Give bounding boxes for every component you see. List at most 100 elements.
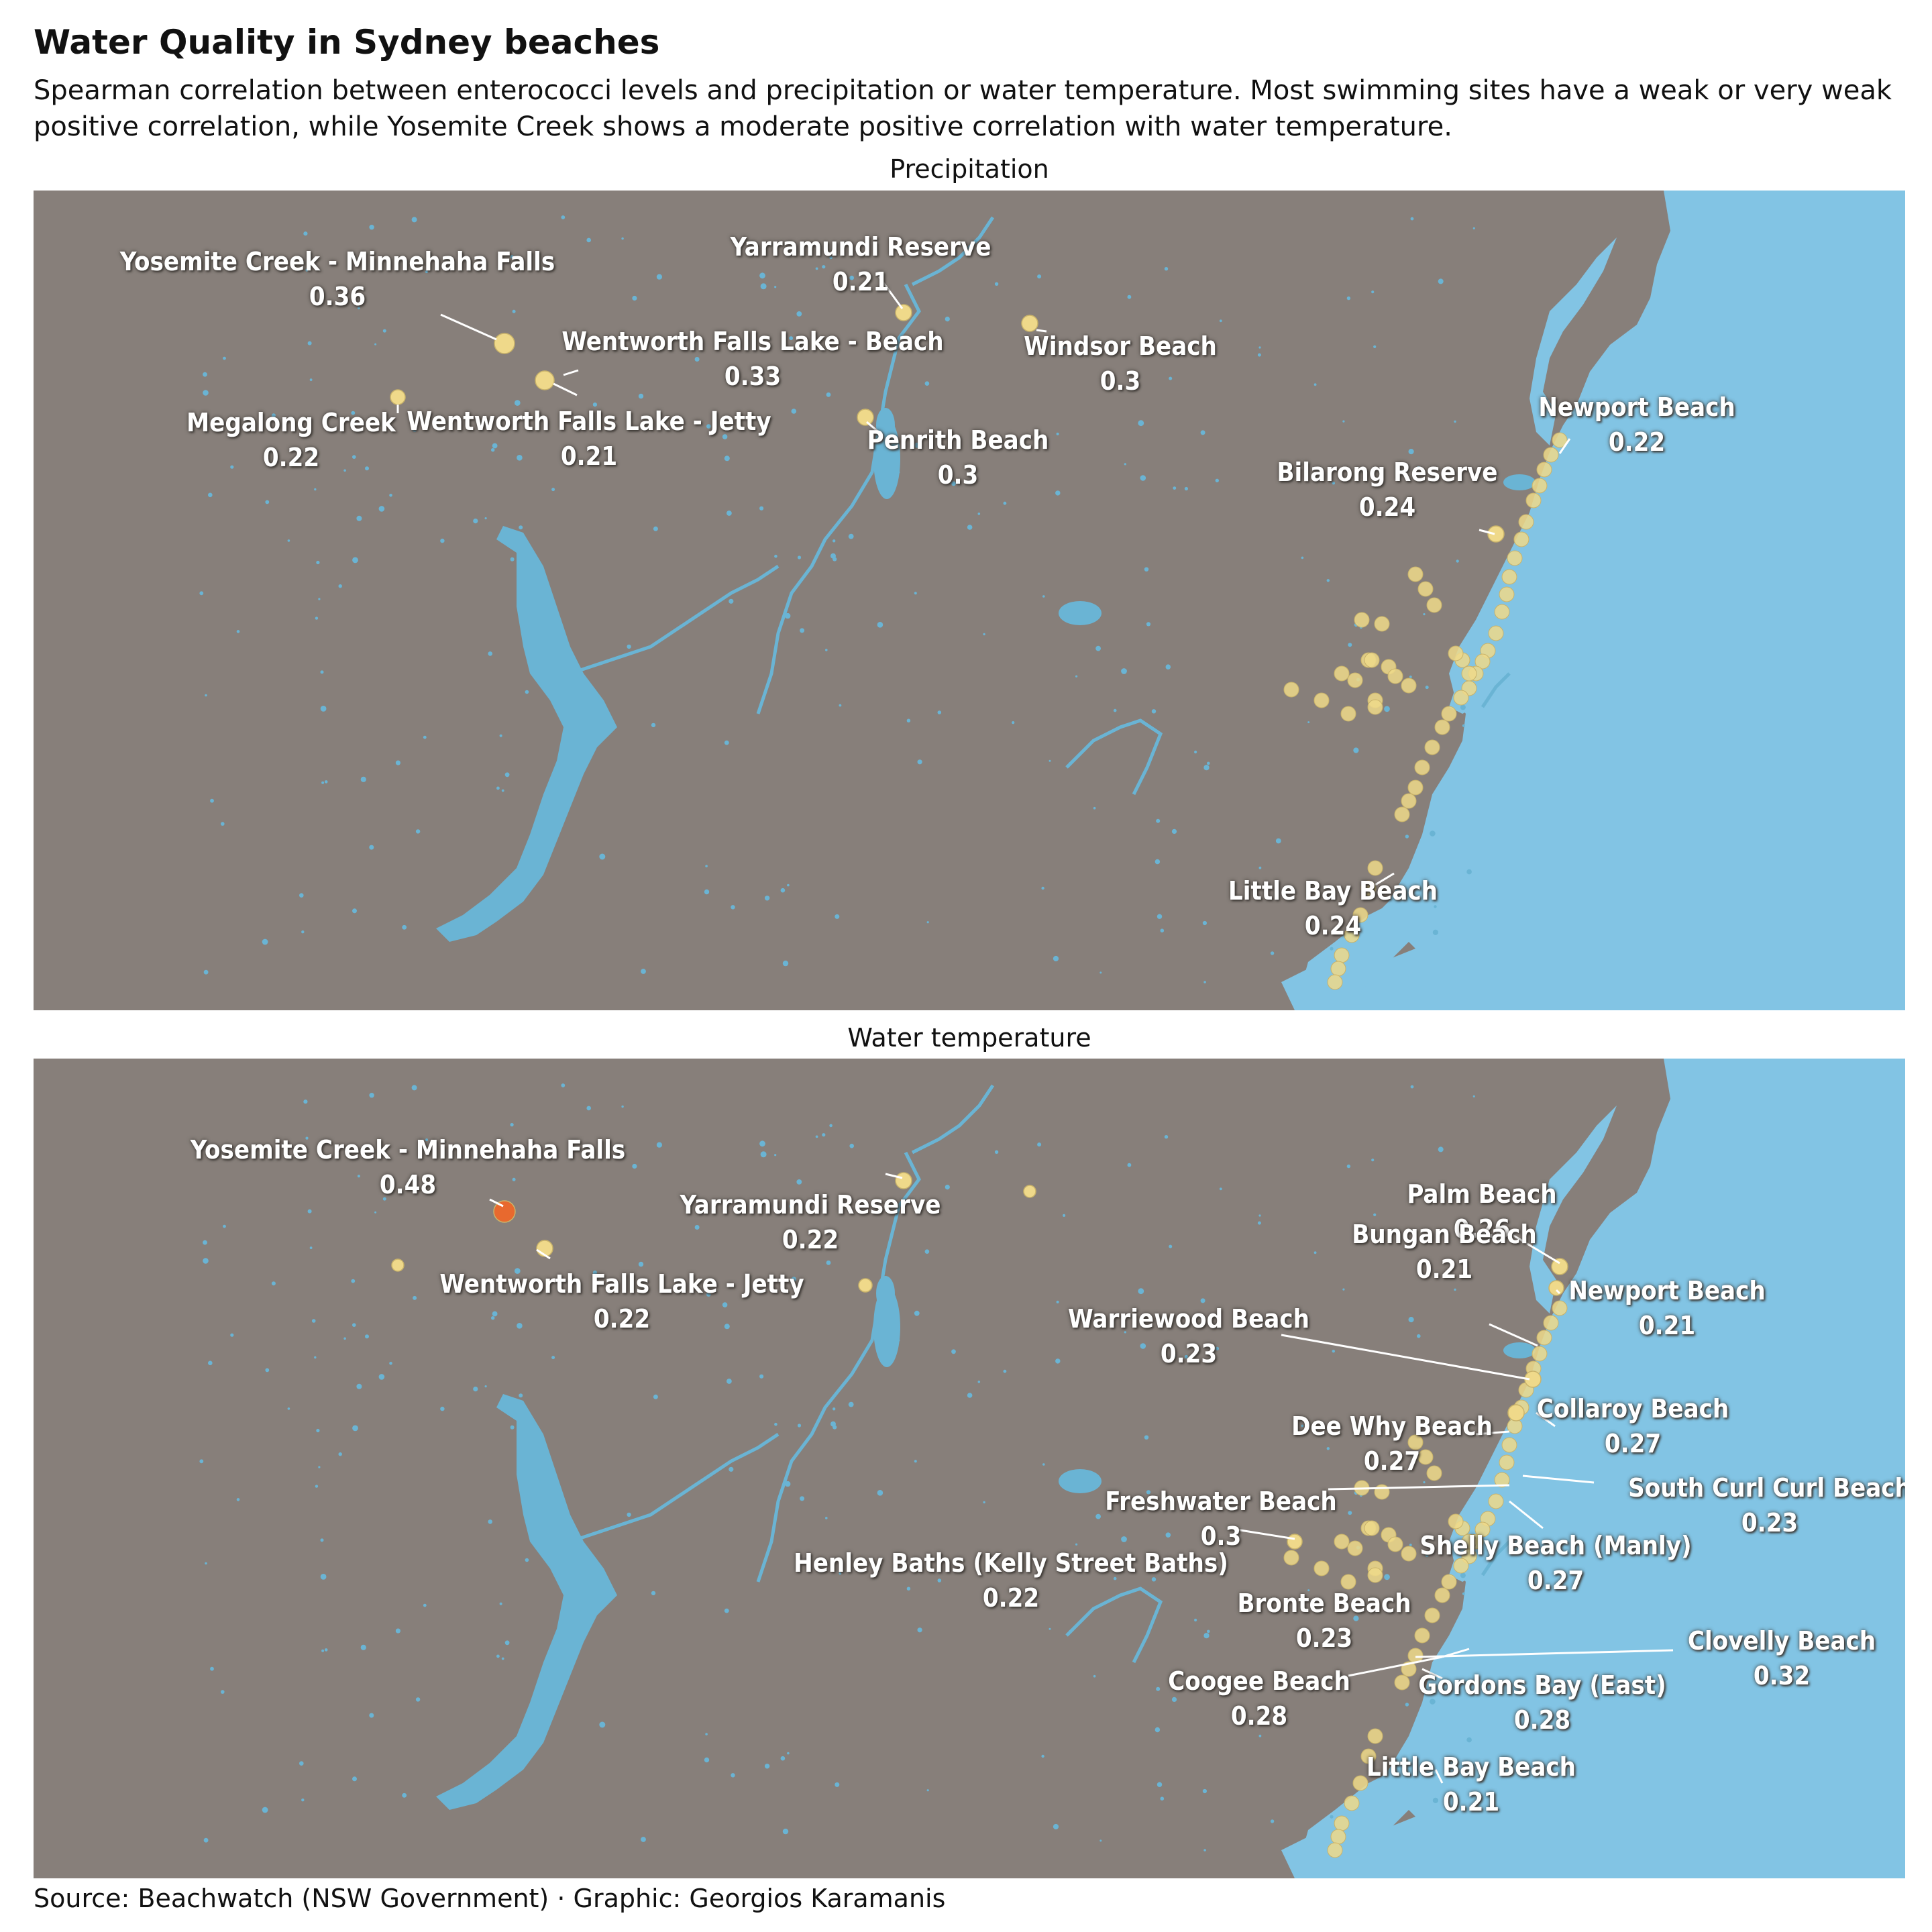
monitoring-site [1552,1300,1568,1316]
pond [1219,319,1222,323]
site-label-name: Clovelly Beach [1687,1626,1876,1656]
pond [402,924,407,930]
site-label-name: Henley Baths (Kelly Street Baths) [794,1548,1228,1578]
river-3 [1065,718,1163,796]
pond [722,1302,728,1307]
botany-bay [1295,902,1415,1010]
pond [873,459,875,462]
pond [374,1211,377,1214]
pond [425,270,428,274]
site-label-value: 0.21 [560,441,618,471]
pond [1155,1727,1161,1733]
site-label: Yosemite Creek - Minnehaha Falls 0.36 [120,244,555,314]
map-base-precipitation [34,191,1905,1010]
site-label-value: 0.28 [1513,1705,1571,1735]
yarramundi-reserve-site [895,1172,912,1189]
pond [1203,765,1210,771]
pond [1144,1435,1149,1440]
pond [1049,759,1051,762]
pond [1346,296,1351,301]
monitoring-site [1367,1728,1383,1744]
pond [759,1140,765,1147]
pond [1330,947,1334,951]
pond [551,1356,555,1360]
windsor-beach-site [1023,1185,1036,1198]
pond [1165,664,1171,669]
site-label-value: 0.22 [262,443,320,472]
bilarong-reserve-site [1487,525,1505,543]
pond [780,888,786,893]
pond [724,455,730,462]
pond [727,511,732,516]
monitoring-site [1414,759,1430,775]
pond [316,560,320,565]
botany-bay [1295,1770,1415,1878]
monitoring-site [1330,961,1346,977]
monitoring-site [1453,690,1469,706]
map-base-water-temperature [34,1059,1905,1878]
ocean-area [1281,191,1905,1010]
pond [825,649,828,651]
pond [369,1713,374,1718]
panel-title-water-temperature: Water temperature [847,1023,1091,1053]
site-label-name: Penrith Beach [867,425,1049,455]
pond [1313,383,1317,386]
monitoring-site [1532,1346,1548,1362]
pond [1270,1819,1275,1823]
monitoring-site [1441,1574,1457,1590]
pond [1430,1699,1436,1705]
label-leader-line [553,382,578,396]
pond [1012,1589,1015,1593]
label-leader-line [1434,1769,1444,1784]
pond [1055,490,1061,496]
pond [519,1393,523,1398]
pond [785,612,791,619]
site-label-name: Freshwater Beach [1105,1487,1337,1516]
yosemite-creek-site [494,333,515,354]
monitoring-site [1401,793,1417,809]
pond [694,1225,700,1230]
monitoring-site [1448,1513,1464,1529]
label-leader-line [1475,1430,1510,1436]
pond [311,1319,316,1323]
pond [1184,1354,1188,1359]
pond [791,409,797,414]
pond [305,1136,309,1140]
monitoring-site [1543,1315,1559,1331]
pond [1053,955,1059,962]
site-label-value: 0.26 [1453,1214,1511,1244]
pond [599,853,606,860]
pond [504,1640,510,1646]
pond [977,1381,981,1383]
pond [705,1733,708,1735]
monitoring-site [1364,652,1380,668]
pond [265,1368,270,1373]
monitoring-site [1494,1472,1510,1488]
monitoring-site [1424,739,1440,755]
pond [525,690,529,694]
monitoring-site [1367,1567,1383,1583]
site-label-value: 0.22 [982,1583,1040,1613]
pond [305,268,309,272]
pond [318,1466,321,1468]
monitoring-site [1488,1493,1504,1509]
pond [369,845,374,850]
site-label: Shelly Beach (Manly) 0.27 [1419,1528,1691,1598]
pond [977,513,981,515]
pond [1194,1618,1197,1622]
pond [299,1761,304,1766]
pond [651,722,656,728]
pond [815,267,818,270]
site-label: Clovelly Beach 0.32 [1688,1623,1876,1693]
monitoring-site [1344,1795,1360,1811]
monitoring-site [1448,645,1464,661]
monitoring-site [1360,1748,1377,1764]
monitoring-site [1461,665,1477,682]
pond [849,275,854,280]
pond [316,1428,320,1433]
pond [787,1752,790,1755]
site-label-name: Gordons Bay (East) [1418,1670,1666,1700]
pond [731,1773,735,1778]
pond [271,1281,276,1286]
pond [499,734,502,737]
